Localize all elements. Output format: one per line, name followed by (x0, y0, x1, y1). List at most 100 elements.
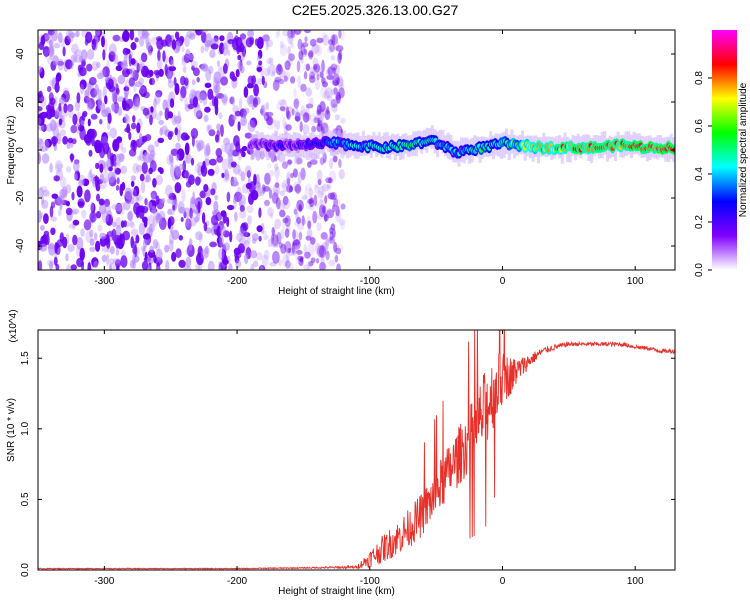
noise-speckle-dot (335, 45, 344, 52)
noise-speckle-dot (245, 182, 253, 190)
noise-speckle-dot (89, 102, 94, 111)
noise-speckle-dot (326, 95, 333, 102)
noise-speckle-dot (243, 86, 249, 98)
noise-speckle-dot (170, 164, 175, 178)
noise-speckle-dot (272, 79, 280, 92)
noise-speckle-dot (231, 96, 235, 107)
noise-speckle-dot (309, 159, 318, 165)
signal-ridge (247, 125, 675, 167)
noise-speckle-dot (318, 185, 326, 196)
noise-speckle-dot (276, 232, 282, 245)
noise-speckle-dot (293, 181, 300, 191)
noise-speckle-dot (192, 96, 198, 108)
noise-speckle-dot (167, 208, 173, 215)
noise-speckle-dot (238, 210, 247, 219)
noise-speckle-dot (259, 190, 265, 197)
noise-speckle-dot (153, 69, 161, 76)
noise-speckle-dot (76, 246, 81, 257)
noise-speckle-dot (275, 177, 279, 188)
noise-speckle-dot (256, 225, 263, 233)
noise-speckle-dot (250, 263, 255, 270)
noise-speckle-dot (223, 137, 230, 146)
noise-speckle-dot (130, 175, 136, 181)
noise-speckle-dot (281, 182, 287, 188)
noise-speckle-dot (285, 249, 290, 261)
noise-speckle-dot (266, 58, 272, 65)
noise-speckle-dot (62, 236, 68, 249)
noise-speckle-dot (276, 120, 280, 130)
noise-speckle-dot (313, 117, 319, 124)
noise-speckle-dot (284, 60, 291, 71)
noise-speckle-dot (55, 263, 60, 270)
noise-speckle-dot (318, 68, 323, 77)
noise-speckle-dot (256, 78, 264, 85)
noise-speckle-dot (50, 136, 59, 145)
noise-speckle-dot (171, 251, 177, 262)
noise-speckle-dot (218, 112, 223, 120)
noise-speckle-dot (253, 173, 257, 186)
ridge-halo (438, 129, 442, 150)
noise-speckle-dot (102, 177, 108, 184)
noise-speckle-dot (201, 212, 206, 224)
noise-speckle-dot (87, 171, 93, 182)
noise-speckle-dot (106, 253, 110, 266)
noise-speckle-dot (110, 152, 114, 165)
noise-speckle-dot (49, 119, 57, 132)
noise-speckle-dot (335, 209, 342, 223)
colorbar-tick-label: 0.2 (694, 215, 705, 229)
noise-speckle-dot (258, 207, 262, 218)
noise-speckle-dot (215, 165, 220, 175)
noise-speckle-dot (76, 185, 83, 198)
noise-speckle-dot (330, 223, 336, 231)
noise-speckle-dot (107, 112, 112, 124)
noise-speckle-dot (275, 64, 283, 75)
noise-speckle-dot (228, 96, 235, 104)
noise-speckle-dot (263, 230, 268, 241)
noise-speckle-dot (135, 234, 140, 244)
noise-speckle-dot (256, 66, 263, 72)
snr-x-tick-label: -300 (94, 576, 114, 587)
noise-speckle-dot (174, 182, 182, 194)
noise-speckle-dot (274, 77, 280, 85)
noise-speckle-dot (115, 65, 123, 72)
noise-speckle-dot (203, 222, 208, 232)
noise-speckle-dot (107, 78, 114, 89)
noise-speckle-dot (203, 114, 209, 122)
noise-speckle-dot (115, 83, 119, 94)
noise-speckle-dot (74, 49, 83, 56)
noise-speckle-dot (220, 210, 227, 217)
colorbar-tick-label: 0.8 (694, 71, 705, 85)
noise-speckle-dot (45, 109, 53, 120)
noise-speckle-dot (267, 124, 275, 130)
noise-speckle-dot (186, 30, 195, 38)
noise-speckle-dot (305, 87, 313, 97)
noise-speckle-dot (145, 37, 149, 50)
noise-speckle-dot (267, 207, 274, 217)
noise-speckle-dot (89, 211, 97, 223)
noise-speckle-dot (72, 219, 80, 226)
noise-speckle-dot (84, 89, 90, 97)
noise-speckle-dot (308, 51, 314, 58)
noise-speckle-dot (164, 244, 170, 253)
noise-speckle-dot (340, 83, 345, 90)
noise-speckle-dot (238, 194, 246, 207)
colorbar-tick-label: 0.6 (694, 119, 705, 133)
noise-speckle-dot (322, 34, 330, 46)
noise-speckle-dot (271, 192, 279, 204)
noise-speckle-dot (39, 95, 47, 107)
noise-speckle-dot (275, 197, 281, 210)
noise-speckle-dot (277, 99, 286, 106)
noise-speckle-dot (337, 75, 344, 88)
noise-speckle-dot (42, 189, 50, 197)
noise-speckle-dot (320, 257, 325, 265)
noise-speckle-dot (226, 191, 231, 203)
noise-speckle-dot (264, 234, 269, 241)
noise-speckle-dot (45, 123, 54, 132)
noise-speckle-dot (113, 164, 118, 172)
noise-speckle-dot (135, 96, 140, 108)
noise-speckle-dot (157, 49, 161, 62)
noise-speckle-dot (316, 190, 324, 199)
noise-speckle-dot (310, 97, 314, 109)
spectrogram-plot-area (38, 30, 675, 270)
noise-speckle-dot (204, 245, 209, 255)
